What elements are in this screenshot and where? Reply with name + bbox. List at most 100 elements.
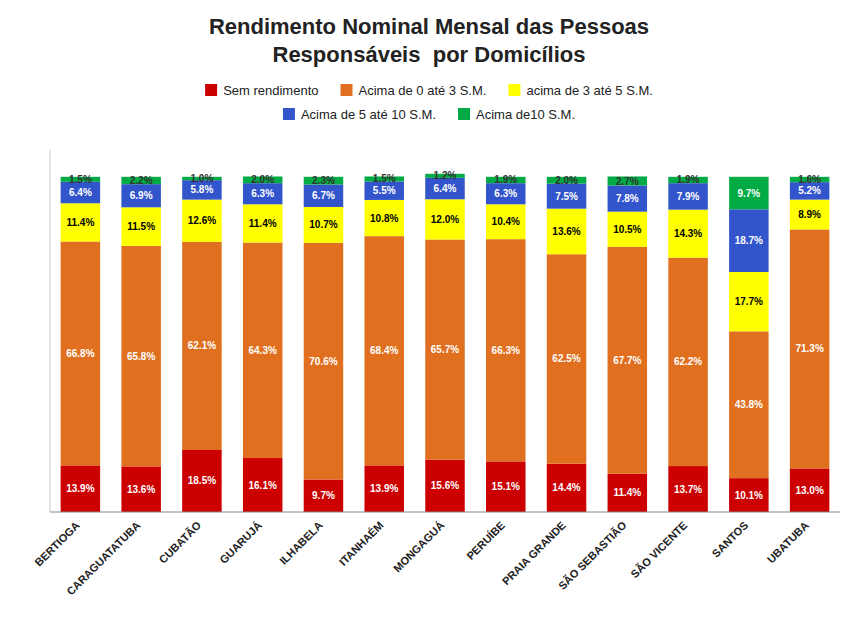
- bar-segment: [243, 243, 283, 459]
- bar-segment: [243, 458, 283, 512]
- data-label: 6.4%: [69, 187, 92, 198]
- data-label: 14.3%: [674, 228, 702, 239]
- data-label: 1.5%: [373, 173, 396, 184]
- legend-item: Acima de10 S.M.: [458, 107, 575, 122]
- bar-segment: [608, 176, 648, 185]
- data-label: 5.5%: [373, 185, 396, 196]
- legend-item: acima de 3 até 5 S.M.: [508, 83, 652, 98]
- data-label: 1.2%: [434, 170, 457, 181]
- y-axis-line: [50, 150, 51, 512]
- bar-segment: [425, 460, 465, 512]
- data-label: 9.7%: [312, 490, 335, 501]
- data-label: 13.6%: [127, 484, 155, 495]
- bar-segment: [61, 242, 100, 466]
- bar-segment: [364, 236, 404, 465]
- bar-segment: [425, 239, 465, 459]
- data-label: 65.8%: [127, 351, 155, 362]
- legend-label: Acima de10 S.M.: [476, 107, 575, 122]
- bar-segment: [486, 183, 526, 204]
- bar-segment: [608, 474, 648, 512]
- legend-swatch: [341, 84, 353, 96]
- bar-segment: [61, 203, 100, 241]
- data-label: 10.5%: [613, 224, 641, 235]
- bar-segment: [486, 461, 526, 512]
- data-label: 70.6%: [309, 356, 337, 367]
- legend-swatch: [283, 108, 295, 120]
- data-label: 13.7%: [674, 484, 702, 495]
- x-tick-label: MONGAGUÁ: [391, 519, 447, 575]
- data-label: 16.1%: [249, 480, 277, 491]
- bars: [61, 174, 830, 512]
- data-label: 62.2%: [674, 356, 702, 367]
- data-label: 1.5%: [69, 174, 92, 185]
- data-label: 7.5%: [555, 191, 578, 202]
- data-label: 5.2%: [798, 185, 821, 196]
- data-labels: 13.9%13.6%18.5%16.1%9.7%13.9%15.6%15.1%1…: [66, 170, 824, 501]
- data-label: 18.5%: [188, 475, 216, 486]
- data-label: 11.4%: [613, 487, 641, 498]
- bar-segment: [182, 200, 222, 242]
- x-tick-labels: BERTIOGACARAGUATATUBACUBATÃOGUARUJÁILHAB…: [32, 519, 811, 598]
- data-label: 2.2%: [130, 175, 153, 186]
- x-tick-label: UBATUBA: [765, 519, 811, 565]
- data-label: 14.4%: [552, 482, 580, 493]
- bar-segment: [790, 200, 830, 230]
- bar-segment: [547, 464, 587, 512]
- x-axis-line: [50, 512, 840, 513]
- title: Rendimento Nominal Mensal das Pessoas: [209, 14, 649, 39]
- data-label: 13.6%: [552, 226, 580, 237]
- data-label: 11.4%: [66, 217, 94, 228]
- bar-segment: [304, 479, 344, 512]
- bar-segment: [547, 209, 587, 255]
- bar-segment: [304, 185, 344, 207]
- legend-swatch: [508, 84, 520, 96]
- data-label: 64.3%: [249, 345, 277, 356]
- data-label: 13.9%: [370, 483, 398, 494]
- x-tick-label: SÃO VICENTE: [628, 519, 689, 580]
- chart: Rendimento Nominal Mensal das Pessoas Res…: [0, 0, 858, 620]
- data-label: 62.1%: [188, 340, 216, 351]
- data-label: 6.7%: [312, 190, 335, 201]
- data-label: 7.8%: [616, 193, 639, 204]
- legend-swatch: [458, 108, 470, 120]
- legend-item: Sem rendimento: [205, 83, 318, 98]
- bar-segment: [121, 466, 160, 512]
- data-label: 15.6%: [431, 480, 459, 491]
- bar-segment: [61, 182, 100, 203]
- data-label: 12.0%: [431, 214, 459, 225]
- bar-segment: [790, 229, 830, 468]
- data-label: 1.9%: [494, 174, 517, 185]
- bar-segment: [121, 246, 160, 467]
- x-tick-label: CARAGUATATUBA: [64, 519, 143, 598]
- subtitle: Responsáveis por Domicílios: [273, 42, 586, 67]
- data-label: 10.7%: [309, 219, 337, 230]
- data-label: 13.0%: [795, 485, 823, 496]
- data-label: 1.6%: [798, 174, 821, 185]
- bar-segment: [304, 243, 344, 480]
- data-label: 66.3%: [492, 345, 520, 356]
- data-label: 2.7%: [616, 176, 639, 187]
- data-label: 62.5%: [552, 353, 580, 364]
- data-label: 10.4%: [492, 216, 520, 227]
- bar-segment: [608, 186, 648, 212]
- data-label: 6.3%: [494, 188, 517, 199]
- data-label: 10.8%: [370, 213, 398, 224]
- data-label: 43.8%: [735, 399, 763, 410]
- legend-row: Acima de 5 até 10 S.M. Acima de10 S.M.: [283, 107, 575, 122]
- data-label: 67.7%: [613, 355, 641, 366]
- data-label: 12.6%: [188, 215, 216, 226]
- data-label: 6.4%: [434, 183, 457, 194]
- bar-segment: [668, 258, 708, 466]
- x-tick-label: BERTIOGA: [32, 519, 82, 569]
- legend-label: Acima de 5 até 10 S.M.: [301, 107, 436, 122]
- bar-segment: [121, 207, 160, 246]
- x-tick-label: CUBATÃO: [157, 519, 204, 566]
- data-label: 8.9%: [798, 209, 821, 220]
- x-tick-label: PERUÍBE: [464, 519, 507, 562]
- bar-segment: [486, 239, 526, 461]
- bar-segment: [547, 184, 587, 209]
- data-label: 6.9%: [130, 190, 153, 201]
- bar-segment: [243, 183, 283, 204]
- bar-segment: [547, 254, 587, 463]
- data-label: 15.1%: [492, 481, 520, 492]
